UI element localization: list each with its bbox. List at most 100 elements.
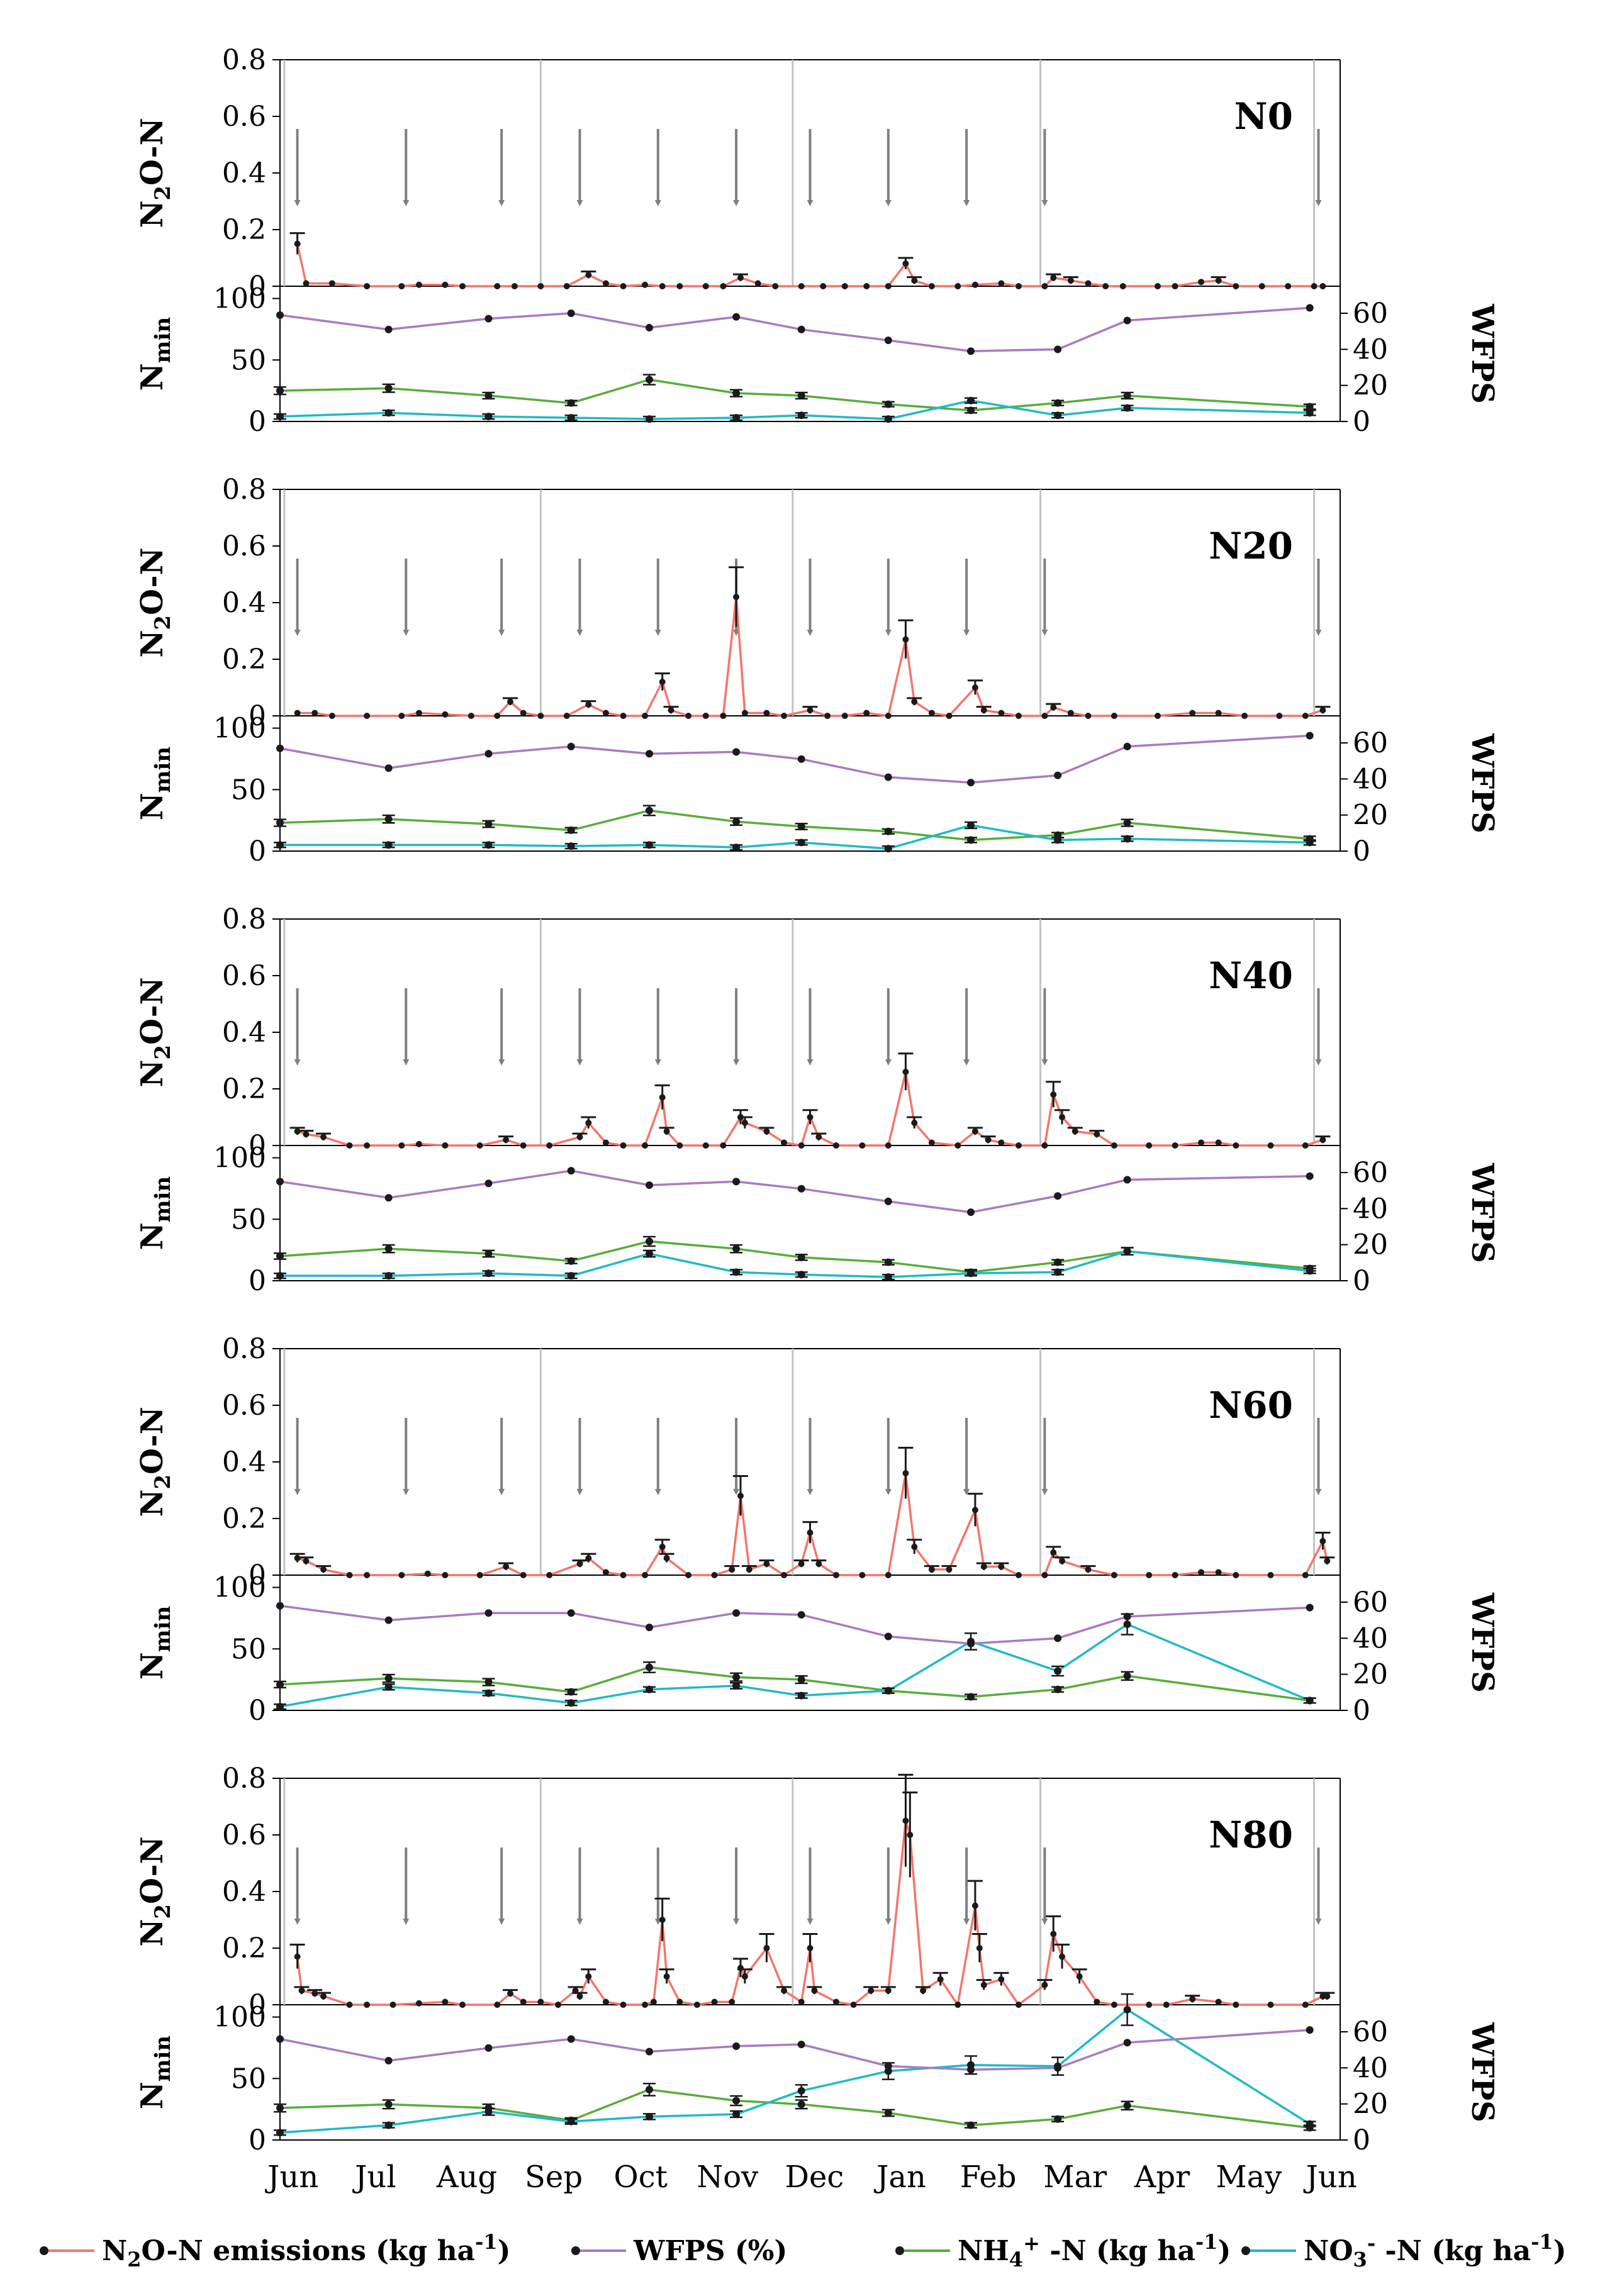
n2o-point (364, 2002, 371, 2008)
nmin-label-n: N (135, 793, 170, 820)
n2o-point (1076, 1973, 1083, 1980)
y-tick-label: 0 (249, 1989, 266, 2021)
n2o-point (741, 710, 748, 716)
n2o-point (1215, 277, 1222, 284)
n2o-point (781, 1987, 788, 1994)
n2o-point (1172, 1572, 1178, 1578)
legend-post: O-N emissions (kg ha (141, 2235, 475, 2267)
n2o-axis-label: N2O-N (135, 978, 176, 1088)
n2o-point (763, 1945, 770, 1951)
y-tick-label: 0.8 (222, 44, 266, 76)
n2o-point (1050, 1549, 1057, 1556)
wfps-point (967, 347, 975, 355)
wfps-tick-label: 40 (1353, 763, 1388, 795)
n2o-point (585, 272, 592, 278)
no3-point (797, 411, 805, 420)
n2o-point (754, 280, 761, 287)
n2o-point (442, 711, 449, 718)
n2o-point (320, 1134, 327, 1140)
n2o-point (920, 1987, 927, 1994)
n2o-point (294, 710, 301, 716)
n2o-point (1041, 713, 1048, 719)
n2o-point (503, 1137, 510, 1143)
n2o-point (398, 1572, 405, 1578)
nmin-tick-label: 50 (231, 774, 266, 806)
n2o-point (928, 1139, 935, 1146)
nh4-point (645, 376, 653, 384)
wfps-point (276, 744, 284, 752)
wfps-tick-label: 60 (1353, 1586, 1388, 1619)
n2o-point (720, 1142, 727, 1149)
n2o-point (911, 1120, 918, 1126)
n2o-point (642, 2002, 649, 2008)
n2o-point (798, 1142, 805, 1149)
nmin-tick-label: 50 (231, 2063, 266, 2095)
n2o-point (1085, 280, 1092, 287)
n2o-point (1215, 1998, 1222, 2005)
wfps-point (1054, 345, 1062, 354)
n2o-point (650, 1998, 657, 2005)
wfps-tick-label: 60 (1353, 298, 1388, 330)
n2o-label-n: N (135, 1060, 170, 1088)
wfps-tick-label: 0 (1353, 1265, 1370, 1297)
nh4-point (484, 820, 493, 828)
nh4-point (797, 822, 805, 830)
nmin-tick-label: 0 (249, 406, 266, 438)
wfps-point (884, 2062, 892, 2070)
n2o-point (729, 1566, 736, 1573)
no3-point (484, 1689, 493, 1697)
n2o-point (659, 1544, 666, 1550)
n2o-point (602, 1998, 609, 2005)
month-label-may: May (1216, 2159, 1282, 2195)
n2o-point (328, 280, 335, 287)
n2o-point (1067, 277, 1074, 284)
legend-swatch-point (1241, 2246, 1250, 2255)
n2o-axis-label: N2O-N (135, 118, 176, 228)
nh4-point (1054, 1258, 1062, 1266)
n2o-point (1233, 283, 1239, 289)
nh4-point (384, 384, 393, 393)
n2o-point (1276, 713, 1283, 719)
wfps-point (732, 748, 741, 756)
month-label-jun: Jun (264, 2159, 318, 2195)
n2o-point (985, 1137, 992, 1143)
wfps-axis-label: WFPS (1465, 303, 1500, 404)
n2o-point (642, 1142, 649, 1149)
legend-item-wfps: WFPS (%) (571, 2235, 787, 2267)
n2o-point (741, 1973, 748, 1980)
wfps-point (384, 1194, 393, 1202)
n2o-point (971, 281, 978, 288)
no3-point (884, 1686, 892, 1695)
n2o-point (798, 1998, 805, 2005)
wfps-tick-label: 60 (1353, 1157, 1388, 1189)
n2o-point (398, 713, 405, 719)
n2o-point (902, 1817, 909, 1824)
nh4-point (884, 1258, 892, 1266)
n2o-point (1067, 710, 1074, 716)
no3-point (384, 2121, 393, 2129)
no3-point (797, 2087, 805, 2095)
n2o-point (1302, 1572, 1309, 1578)
no3-line (279, 2008, 1311, 2134)
n2o-point (585, 1120, 592, 1126)
no3-point (732, 1681, 741, 1690)
month-label-feb: Feb (960, 2159, 1017, 2195)
n2o-point (1111, 1142, 1117, 1149)
n2o-point (1267, 1142, 1274, 1149)
no3-point (1306, 2120, 1314, 2128)
n2o-point (980, 1981, 987, 1988)
n2o-point (642, 281, 649, 288)
month-label-apr: Apr (1134, 2159, 1190, 2195)
n2o-point (294, 240, 301, 247)
legend-sup: -1 (1195, 2230, 1218, 2254)
n2o-point (1172, 1142, 1178, 1149)
wfps-point (1306, 732, 1314, 740)
no3-point (384, 1272, 393, 1280)
n2o-point (815, 1561, 822, 1567)
nmin-axis-label: Nmin (135, 2036, 176, 2110)
n2o-point (563, 713, 570, 719)
no3-point (1306, 409, 1314, 417)
nmin-axis-label: Nmin (135, 317, 176, 391)
nh4-point (967, 1693, 975, 1701)
nh4-point (732, 818, 741, 826)
